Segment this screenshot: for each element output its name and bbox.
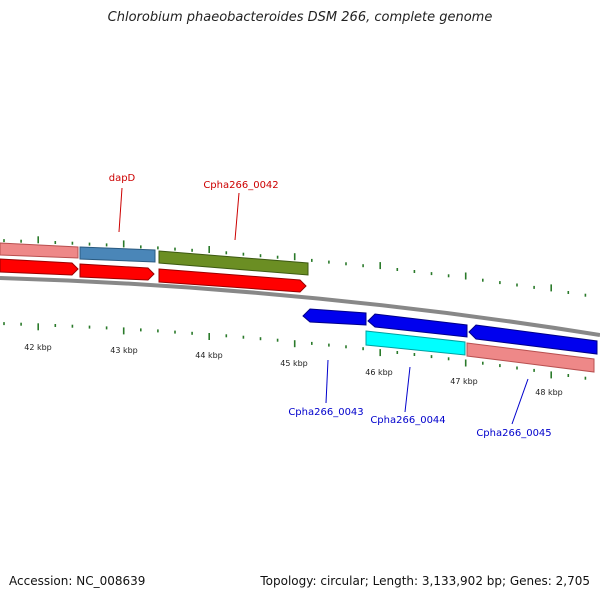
- genome-backbone: [0, 276, 600, 337]
- red-cds-1: [0, 258, 79, 276]
- red-cds-2: [79, 263, 155, 281]
- gene-label-dapd: dapD: [109, 173, 136, 184]
- gene-label-cpha266-0043: Cpha266_0043: [288, 407, 363, 418]
- gene-label-cpha266-0045: Cpha266_0045: [476, 428, 551, 439]
- leader-cpha266-0043: [325, 359, 329, 404]
- blue-cds-1: [302, 308, 367, 326]
- leader-dapd: [118, 187, 123, 233]
- forward-strand-features: [0, 242, 309, 293]
- topology-summary: Topology: circular; Length: 3,133,902 bp…: [260, 574, 590, 588]
- position-labels: 42 kbp 43 kbp 44 kbp 45 kbp 46 kbp 47 kb…: [24, 343, 563, 397]
- label-leaders: [118, 187, 529, 425]
- position-label-48: 48 kbp: [535, 388, 563, 397]
- position-label-46: 46 kbp: [365, 368, 393, 377]
- leader-cpha266-0045: [511, 378, 529, 425]
- gene-labels: dapD Cpha266_0042 Cpha266_0043 Cpha266_0…: [109, 173, 552, 439]
- blue-cds-3: [468, 324, 598, 355]
- position-label-47: 47 kbp: [450, 377, 478, 386]
- position-label-44: 44 kbp: [195, 351, 223, 360]
- lower-tick-row: [3, 322, 587, 380]
- steelblue-feature: [79, 246, 156, 263]
- pink-feature-2: [466, 342, 595, 373]
- cyan-feature: [365, 330, 466, 356]
- olive-feature: [158, 250, 309, 276]
- red-cds-3: [158, 268, 307, 293]
- pink-feature-1: [0, 242, 79, 259]
- leader-cpha266-0044: [404, 366, 411, 413]
- reverse-strand-features: [302, 308, 598, 373]
- position-label-42: 42 kbp: [24, 343, 52, 352]
- position-label-45: 45 kbp: [280, 359, 308, 368]
- leader-cpha266-0042: [234, 192, 240, 241]
- accession-text: Accession: NC_008639: [9, 574, 146, 588]
- upper-tick-row: [3, 236, 587, 297]
- gene-label-cpha266-0044: Cpha266_0044: [370, 415, 445, 426]
- map-title: Chlorobium phaeobacteroides DSM 266, com…: [107, 10, 493, 25]
- position-label-43: 43 kbp: [110, 346, 138, 355]
- gene-label-cpha266-0042: Cpha266_0042: [203, 180, 278, 191]
- blue-cds-2: [367, 313, 468, 338]
